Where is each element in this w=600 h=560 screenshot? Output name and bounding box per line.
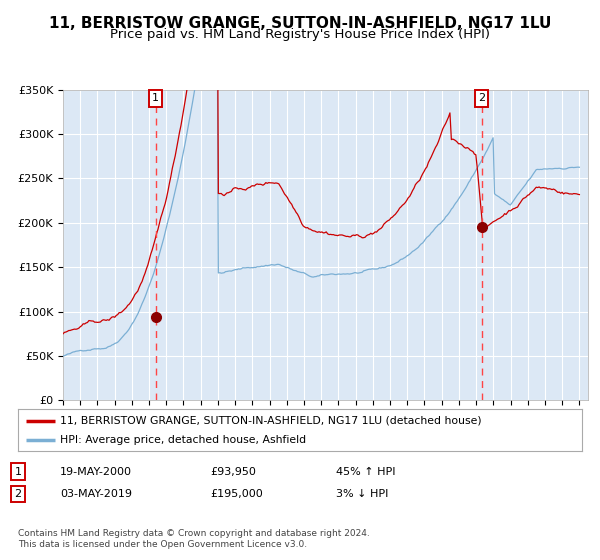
Text: 03-MAY-2019: 03-MAY-2019: [60, 489, 132, 499]
Text: 19-MAY-2000: 19-MAY-2000: [60, 466, 132, 477]
Text: HPI: Average price, detached house, Ashfield: HPI: Average price, detached house, Ashf…: [60, 435, 307, 445]
Text: £93,950: £93,950: [210, 466, 256, 477]
Text: 11, BERRISTOW GRANGE, SUTTON-IN-ASHFIELD, NG17 1LU (detached house): 11, BERRISTOW GRANGE, SUTTON-IN-ASHFIELD…: [60, 416, 482, 426]
Text: 1: 1: [152, 94, 159, 104]
Text: 45% ↑ HPI: 45% ↑ HPI: [336, 466, 395, 477]
Text: 2: 2: [478, 94, 485, 104]
Text: Price paid vs. HM Land Registry's House Price Index (HPI): Price paid vs. HM Land Registry's House …: [110, 28, 490, 41]
Text: £195,000: £195,000: [210, 489, 263, 499]
Text: 3% ↓ HPI: 3% ↓ HPI: [336, 489, 388, 499]
Text: 11, BERRISTOW GRANGE, SUTTON-IN-ASHFIELD, NG17 1LU: 11, BERRISTOW GRANGE, SUTTON-IN-ASHFIELD…: [49, 16, 551, 31]
Text: 1: 1: [14, 466, 22, 477]
Text: Contains HM Land Registry data © Crown copyright and database right 2024.
This d: Contains HM Land Registry data © Crown c…: [18, 529, 370, 549]
Text: 2: 2: [14, 489, 22, 499]
